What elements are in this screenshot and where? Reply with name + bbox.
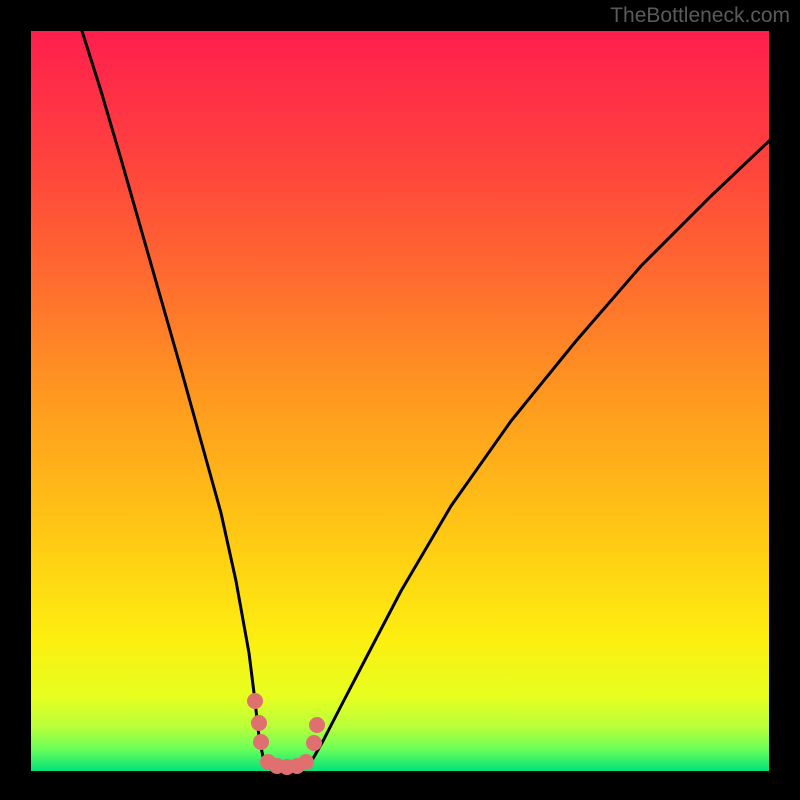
watermark-label: TheBottleneck.com <box>610 4 790 28</box>
data-marker <box>309 717 325 733</box>
data-marker <box>306 735 322 751</box>
page-frame: TheBottleneck.com <box>0 0 800 800</box>
data-marker <box>247 693 263 709</box>
data-marker <box>298 754 314 770</box>
data-marker <box>253 734 269 750</box>
chart-svg <box>31 31 769 771</box>
chart-plot-area <box>31 31 769 771</box>
curve-branch <box>299 141 769 769</box>
curve-branch <box>82 31 271 769</box>
data-marker <box>251 715 267 731</box>
